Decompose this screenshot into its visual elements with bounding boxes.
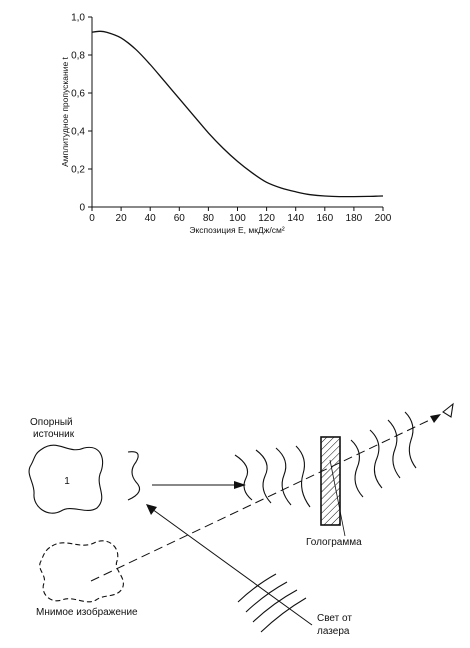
x-tick-label: 0 [89,213,95,224]
x-tick-label: 120 [258,213,275,224]
holography-diagram: 1 Опорный источник Мнимое изображение [28,402,454,637]
transmission-chart: 0 20 40 60 80 100 120 140 160 180 200 0 0,2 0,4 0,6 0,… [60,13,392,236]
hologram-leader [329,459,346,537]
x-tick-label: 200 [375,213,392,224]
hologram-label: Голограмма [306,537,362,548]
virtual-image-label: Мнимое изображение [36,606,138,618]
viewing-line-arrowhead [430,414,441,423]
virtual-image-blob [39,540,124,603]
laser-label-line1: Свет от [317,613,352,624]
y-tick-label: 0 [79,203,85,214]
diffracted-wavefronts [350,411,417,498]
source-marker: 1 [64,476,70,487]
reference-source-label-line2: источник [33,429,75,440]
y-tick-label: 0,6 [71,89,85,100]
laser-beam-arrowhead [146,504,157,515]
y-tick-label: 0,8 [71,51,85,62]
x-tick-label: 60 [174,213,186,224]
y-tick-label: 1,0 [71,13,85,24]
reference-source-label-line1: Опорный [30,417,73,428]
x-ticks: 0 20 40 60 80 100 120 140 160 180 200 [89,207,392,224]
x-tick-label: 40 [145,213,157,224]
transmission-curve [91,30,384,198]
reference-wavefront [127,451,141,501]
y-axis-label: Амплитудное пропускание t [60,56,70,166]
hologram-plate [320,436,341,526]
y-tick-label: 0,2 [71,165,85,176]
y-tick-label: 0,4 [71,127,85,138]
x-tick-label: 160 [316,213,333,224]
reference-beam-arrowhead [234,481,246,489]
laser-beam [151,508,313,626]
eye-icon [442,402,454,418]
x-tick-label: 140 [287,213,304,224]
x-tick-label: 20 [116,213,128,224]
laser-wave-arcs [237,573,307,633]
incident-wavefronts [234,445,311,508]
reference-source-blob [28,444,104,514]
chart-series [91,30,384,198]
viewing-line [90,416,437,582]
x-tick-label: 100 [229,213,246,224]
y-ticks: 0 0,2 0,4 0,6 0,8 1,0 [71,13,92,214]
x-axis-label: Экспозиция E, мкДж/см² [189,225,284,235]
laser-label-line2: лазера [317,626,350,637]
x-tick-label: 180 [346,213,363,224]
x-tick-label: 80 [203,213,215,224]
